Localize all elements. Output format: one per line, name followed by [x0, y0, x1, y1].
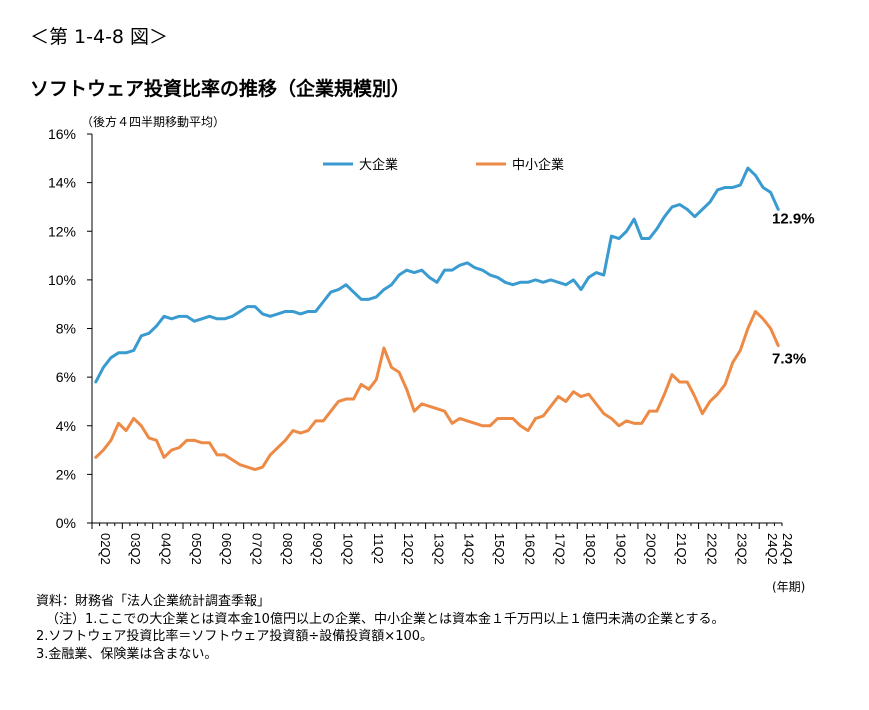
source-notes: 資料：財務省「法人企業統計調査季報」 （注）1.ここでの大企業とは資本金10億円…	[36, 593, 725, 663]
ratio-note: 2.ソフトウェア投資比率＝ソフトウェア投資額÷設備投資額×100。	[36, 629, 434, 644]
x-unit-label: (年期)	[772, 580, 805, 594]
x-tick-label: 03Q2	[128, 533, 143, 565]
y-tick-label: 14%	[48, 175, 76, 191]
x-tick-label: 08Q2	[280, 533, 295, 565]
x-tick-label: 24Q2	[765, 533, 780, 565]
x-tick-label: 11Q2	[371, 533, 386, 564]
x-tick-label: 24Q4	[780, 533, 795, 565]
x-tick-label: 18Q2	[583, 533, 598, 565]
y-tick-label: 2%	[56, 466, 76, 482]
chart-title: ソフトウェア投資比率の推移（企業規模別）	[30, 78, 411, 100]
x-tick-label: 10Q2	[340, 533, 355, 565]
sme-line	[94, 309, 780, 472]
y-tick-label: 10%	[48, 272, 76, 288]
y-tick-label: 16%	[48, 126, 76, 142]
x-tick-label: 17Q2	[553, 533, 568, 565]
x-tick-label: 12Q2	[401, 533, 416, 565]
x-tick-label: 05Q2	[189, 533, 204, 565]
x-tick-label: 19Q2	[613, 533, 628, 565]
y-tick-label: 0%	[56, 515, 76, 531]
x-tick-label: 23Q2	[735, 533, 750, 565]
x-tick-label: 22Q2	[704, 533, 719, 565]
end-label-large-enterprise: 12.9%	[772, 210, 815, 227]
moving-average-note: （後方４四半期移動平均）	[81, 115, 226, 129]
line-chart: 0% 2% 4% 6% 8% 10% 12% 14% 16% 02Q2 03Q2 04Q2 05Q2 06…	[48, 126, 815, 594]
y-tick-label: 4%	[56, 418, 76, 434]
exclusion-note: 3.金融業、保険業は含まない。	[36, 646, 218, 662]
x-tick-label: 02Q2	[98, 533, 113, 565]
legend-large-enterprise-label: 大企業	[359, 157, 398, 173]
x-tick-label: 06Q2	[219, 533, 234, 565]
x-tick-label: 04Q2	[158, 533, 173, 565]
x-tick-label: 16Q2	[522, 533, 537, 565]
y-tick-label: 8%	[56, 321, 76, 337]
definition-note: （注）1.ここでの大企業とは資本金10億円以上の企業、中小企業とは資本金１千万円…	[46, 611, 725, 627]
large-enterprise-line	[94, 166, 780, 384]
y-tick-label: 6%	[56, 369, 76, 385]
y-tick-label: 12%	[48, 223, 76, 239]
x-tick-label: 09Q2	[310, 533, 325, 565]
x-tick-label: 14Q2	[462, 533, 477, 565]
figure-label: ＜第 1-4-8 図＞	[30, 26, 169, 48]
x-tick-label: 15Q2	[492, 533, 507, 565]
source-note: 資料：財務省「法人企業統計調査季報」	[36, 594, 271, 609]
x-tick-label: 13Q2	[431, 533, 446, 565]
x-tick-label: 21Q2	[674, 533, 689, 565]
x-tick-label: 20Q2	[644, 533, 659, 565]
legend-sme-label: 中小企業	[512, 157, 564, 173]
end-label-sme: 7.3%	[772, 351, 806, 368]
x-tick-label: 07Q2	[249, 533, 264, 565]
